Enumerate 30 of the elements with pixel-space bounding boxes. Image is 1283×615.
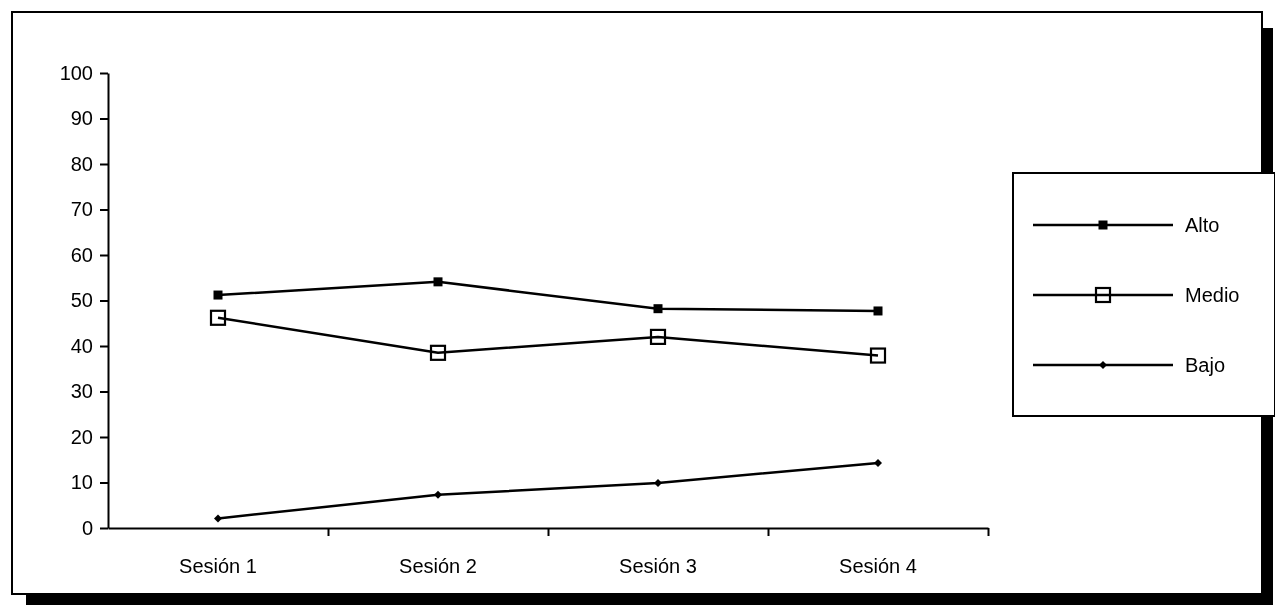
point xyxy=(433,277,443,287)
text: Bajo xyxy=(1185,354,1226,376)
text: Alto xyxy=(1185,214,1220,236)
point xyxy=(649,328,667,345)
point xyxy=(213,290,223,300)
y-tick-label: 20 xyxy=(70,425,93,448)
point xyxy=(434,490,442,499)
point xyxy=(429,344,447,361)
x-tick-label: Sesión 3 xyxy=(619,555,697,577)
y-tick-label: 0 xyxy=(81,516,93,539)
y-tick-label: 60 xyxy=(70,243,93,266)
y-tick-label: 40 xyxy=(70,334,93,357)
y-tick-label: 100 xyxy=(59,61,93,84)
point xyxy=(654,478,662,487)
point xyxy=(873,306,883,316)
y-tick-label: 80 xyxy=(70,152,93,175)
y-tick-label: 90 xyxy=(70,107,93,130)
y-tick-label: 10 xyxy=(70,471,93,494)
y-tick-label: 70 xyxy=(70,198,93,221)
x-tick-label: Sesión 1 xyxy=(179,555,257,577)
point xyxy=(874,458,882,467)
y-tick-label: 30 xyxy=(70,380,93,403)
point xyxy=(209,309,227,326)
point xyxy=(214,514,222,523)
y-tick-label: 50 xyxy=(70,289,93,312)
point xyxy=(869,347,887,364)
x-tick-label: Sesión 2 xyxy=(399,555,477,577)
text: Medio xyxy=(1185,284,1240,306)
point xyxy=(653,304,663,314)
x-tick-label: Sesión 4 xyxy=(839,555,917,577)
